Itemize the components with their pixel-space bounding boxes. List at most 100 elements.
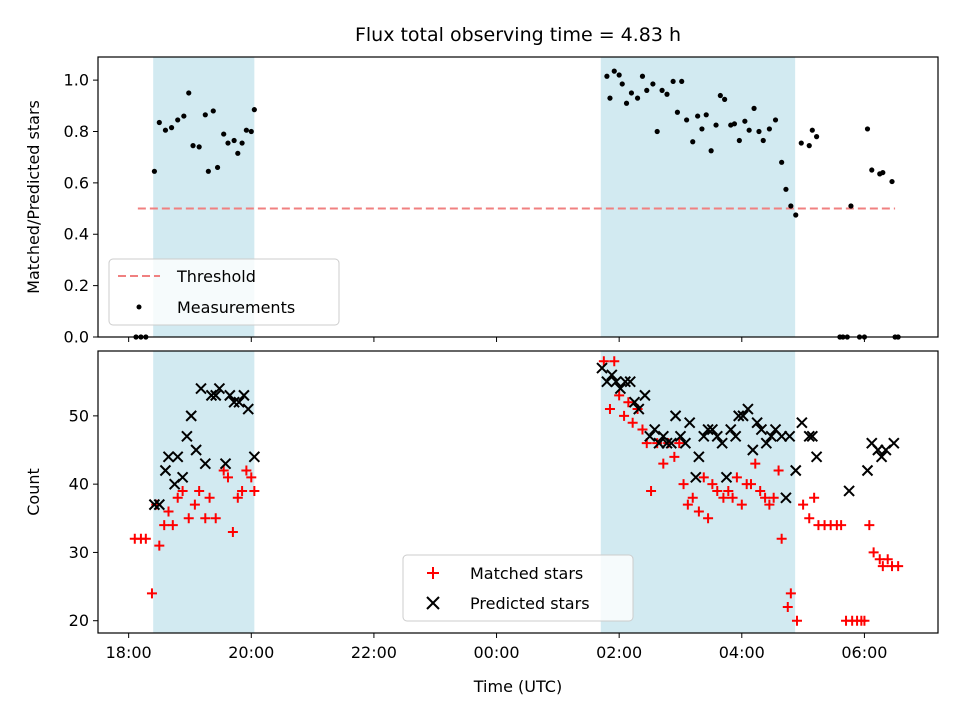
- predicted-star-point-20: [242, 403, 254, 415]
- legend-measurements-swatch: [136, 304, 142, 310]
- measurement-point-22: [248, 128, 254, 135]
- x-tick-label-4: 02:00: [596, 643, 642, 662]
- x-tick-label-6: 06:00: [841, 643, 887, 662]
- predicted-star-point-13: [210, 389, 222, 402]
- legend-matched-swatch: [427, 567, 439, 579]
- top-y-tick-label-0: 0.0: [64, 328, 89, 347]
- top-y-tick-label-4: 0.8: [64, 122, 89, 141]
- matched-star-point-41: [678, 479, 689, 490]
- measurement-point-34: [650, 81, 656, 87]
- matched-star-point-82: [877, 561, 888, 572]
- matched-star-point-37: [658, 458, 669, 469]
- measurement-point-18: [231, 137, 237, 144]
- matched-star-point-57: [755, 485, 766, 496]
- matched-star-point-35: [646, 485, 657, 496]
- predicted-star-point-32: [644, 430, 656, 443]
- measurement-point-11: [196, 144, 202, 150]
- matched-star-point-61: [773, 465, 784, 476]
- predicted-star-point-51: [729, 430, 742, 443]
- predicted-star-point-36: [661, 437, 673, 449]
- matched-star-point-12: [189, 499, 200, 510]
- predicted-star-point-68: [810, 451, 823, 463]
- measurement-point-74: [864, 126, 871, 132]
- matched-star-point-18: [222, 472, 233, 483]
- legend-matched-label: Matched stars: [470, 564, 583, 583]
- measurement-point-20: [239, 140, 245, 146]
- measurement-point-43: [695, 113, 701, 119]
- matched-star-point-64: [785, 588, 796, 599]
- measurement-point-53: [742, 118, 748, 124]
- top-shaded-interval-1: [600, 57, 796, 337]
- measurement-point-49: [722, 96, 728, 102]
- measurement-point-61: [783, 186, 789, 192]
- matched-star-point-47: [707, 479, 718, 490]
- predicted-star-point-70: [861, 464, 874, 477]
- measurement-point-40: [679, 78, 685, 85]
- matched-star-point-58: [760, 492, 771, 503]
- x-tick-label-1: 20:00: [228, 643, 274, 662]
- predicted-star-point-55: [747, 444, 759, 456]
- measurement-point-5: [162, 127, 169, 133]
- measurement-point-10: [190, 143, 196, 149]
- predicted-star-point-8: [185, 410, 197, 422]
- measurement-point-47: [713, 122, 719, 128]
- predicted-star-point-23: [601, 376, 613, 388]
- matched-star-point-78: [859, 615, 870, 626]
- matched-star-point-16: [210, 513, 221, 524]
- predicted-star-point-67: [806, 430, 819, 443]
- chart-title: Flux total observing time = 4.83 h: [355, 24, 681, 46]
- matched-star-point-29: [619, 410, 630, 421]
- matched-star-point-22: [241, 465, 252, 476]
- matched-star-point-50: [723, 485, 734, 496]
- measurement-point-48: [717, 92, 723, 99]
- measurement-point-57: [760, 137, 766, 144]
- predicted-star-point-31: [639, 389, 651, 402]
- predicted-star-point-63: [783, 430, 796, 443]
- matched-star-point-85: [893, 561, 904, 572]
- matched-star-point-9: [172, 492, 183, 503]
- predicted-star-point-14: [213, 382, 226, 395]
- x-tick-label-0: 18:00: [106, 643, 152, 662]
- measurement-point-31: [634, 95, 641, 101]
- top-panel: 0.0 0.2 0.4 0.6 0.8 1.0 Matched/Predicted sta…: [24, 56, 939, 347]
- measurement-point-8: [181, 113, 187, 119]
- measurement-point-17: [225, 140, 231, 146]
- matched-star-point-6: [159, 520, 170, 531]
- measurement-point-58: [766, 126, 772, 132]
- predicted-star-point-39: [674, 430, 687, 443]
- measurement-point-45: [703, 112, 709, 118]
- matched-star-point-44: [693, 506, 704, 517]
- measurement-point-29: [623, 100, 630, 106]
- legend-predicted-label: Predicted stars: [470, 594, 590, 613]
- matched-star-point-36: [652, 438, 663, 449]
- predicted-star-point-65: [796, 416, 808, 429]
- matched-star-point-19: [227, 526, 238, 537]
- measurement-point-60: [779, 159, 785, 165]
- matched-star-point-7: [163, 506, 174, 517]
- top-y-tick-label-2: 0.4: [64, 225, 89, 244]
- matched-star-point-24: [249, 485, 260, 496]
- measurement-point-12: [202, 112, 208, 118]
- bottom-y-tick-label-0: 20: [69, 611, 89, 630]
- predicted-star-point-33: [649, 423, 661, 436]
- predicted-star-point-53: [737, 410, 749, 422]
- predicted-star-point-5: [172, 451, 184, 463]
- predicted-star-point-47: [711, 430, 723, 443]
- matched-star-point-42: [682, 499, 693, 510]
- matched-star-point-79: [864, 520, 875, 531]
- top-legend-frame: [108, 258, 340, 326]
- measurement-point-23: [251, 107, 257, 113]
- x-tick-label-3: 00:00: [473, 643, 519, 662]
- measurement-point-25: [607, 95, 613, 101]
- predicted-star-point-41: [683, 416, 696, 429]
- predicted-star-point-56: [751, 416, 763, 429]
- bottom-legend-frame: [402, 554, 634, 622]
- measurement-point-7: [175, 117, 181, 123]
- predicted-star-point-16: [224, 389, 236, 402]
- measurement-point-32: [639, 73, 646, 79]
- predicted-star-point-27: [619, 376, 632, 388]
- matched-star-point-68: [809, 492, 820, 503]
- measurement-point-46: [708, 148, 714, 154]
- top-y-tick-label-5: 1.0: [64, 71, 89, 90]
- matched-star-point-11: [183, 513, 194, 524]
